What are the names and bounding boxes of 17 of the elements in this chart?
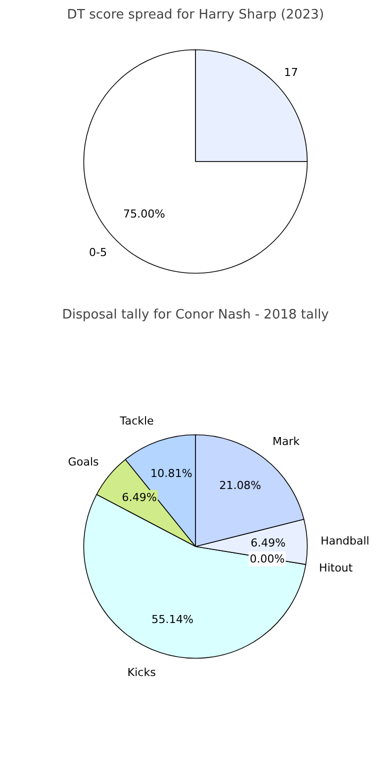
data-label: 10.81%	[150, 467, 192, 480]
slice-label: 0-5	[89, 246, 107, 260]
data-label: 6.49%	[250, 536, 286, 550]
chart-title: Disposal tally for Conor Nash - 2018 tally	[62, 308, 330, 322]
chart-title: DT score spread for Harry Sharp (2023)	[66, 8, 324, 22]
slice-label: Handball	[320, 534, 370, 548]
data-label: 6.49%	[122, 490, 157, 504]
data-label: 55.14%	[151, 613, 194, 626]
text: 0.00%	[250, 552, 285, 566]
slice-label: Mark	[272, 435, 300, 448]
slice-label: Goals	[68, 456, 100, 469]
data-label: 75.00%	[123, 207, 166, 220]
slice-label: 17	[284, 66, 298, 79]
slice-label: Kicks	[127, 666, 156, 680]
data-label: 21.08%	[219, 479, 262, 492]
category-label: Hitout	[319, 561, 353, 574]
slice-label: Tackle	[118, 414, 154, 428]
